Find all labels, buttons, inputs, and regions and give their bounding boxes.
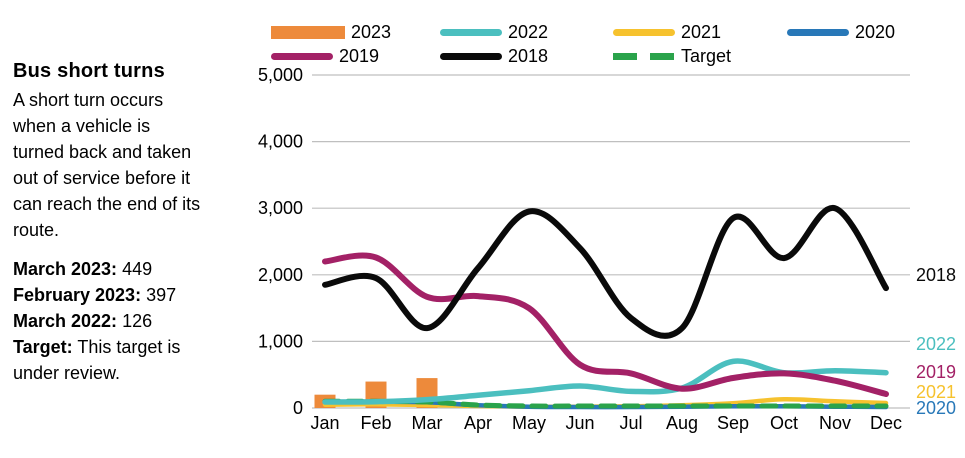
stats-block: March 2023: 449 February 2023: 397 March 2… <box>13 256 255 334</box>
series-line-2022 <box>322 358 889 405</box>
legend-item-2021: 2021 <box>613 21 722 42</box>
legend-label: 2020 <box>855 21 896 42</box>
target-text: This target is under review. <box>13 337 181 383</box>
legend-label: 2019 <box>339 45 380 66</box>
x-tick-label: Jul <box>619 413 642 433</box>
x-tick-label: Mar <box>412 413 443 433</box>
stat-line: March 2022: 126 <box>13 311 153 331</box>
stat-line: March 2023: 449 <box>13 259 153 279</box>
series-end-label-2021: 2021 <box>916 382 956 402</box>
stat-line: February 2023: 397 <box>13 285 177 305</box>
x-tick-label: May <box>512 413 546 433</box>
legend-item-2018: 2018 <box>440 45 549 66</box>
y-tick-label: 4,000 <box>258 132 303 152</box>
info-panel: Bus short turns A short turn occurs when… <box>13 60 255 386</box>
legend-item-2022: 2022 <box>440 21 549 42</box>
legend-label: Target <box>681 45 732 66</box>
y-tick-label: 2,000 <box>258 265 303 285</box>
target-note: Target: This target is under review. <box>13 334 255 386</box>
series-line-2018 <box>322 205 889 339</box>
legend-swatch-2023 <box>271 25 345 39</box>
legend-swatch-2021 <box>613 28 675 36</box>
x-tick-label: Feb <box>360 413 391 433</box>
legend-label: 2021 <box>681 21 722 42</box>
legend-item-2019: 2019 <box>271 45 380 66</box>
x-tick-label: Sep <box>717 413 749 433</box>
series-line-2019 <box>322 252 889 397</box>
y-tick-label: 0 <box>293 398 303 418</box>
legend-item-target: Target <box>613 45 732 66</box>
page-title: Bus short turns <box>13 60 165 82</box>
legend-label: 2023 <box>351 21 392 42</box>
x-tick-label: Aug <box>666 413 698 433</box>
legend-swatch-2020 <box>787 28 849 36</box>
x-tick-label: Apr <box>464 413 492 433</box>
legend-swatch-2018 <box>440 52 502 60</box>
series-end-label-2020: 2020 <box>916 398 956 418</box>
x-tick-label: Jun <box>565 413 594 433</box>
chart-description: A short turn occurs when a vehicle is tu… <box>13 90 201 240</box>
legend-label: 2022 <box>508 21 549 42</box>
legend-swatch-target <box>613 52 675 60</box>
x-tick-label: Dec <box>870 413 902 433</box>
series-end-label-2018: 2018 <box>916 265 956 285</box>
legend-item-2020: 2020 <box>787 21 896 42</box>
target-label: Target: <box>13 337 73 357</box>
x-tick-label: Oct <box>770 413 798 433</box>
y-tick-label: 3,000 <box>258 198 303 218</box>
legend-swatch-2019 <box>271 52 333 60</box>
series-end-label-2019: 2019 <box>916 362 956 382</box>
y-tick-label: 1,000 <box>258 331 303 351</box>
x-tick-label: Nov <box>819 413 851 433</box>
legend-swatch-2022 <box>440 28 502 36</box>
x-tick-label: Jan <box>310 413 339 433</box>
series-end-label-2022: 2022 <box>916 334 956 354</box>
y-tick-label: 5,000 <box>258 65 303 85</box>
legend-label: 2018 <box>508 45 549 66</box>
legend-item-2023: 2023 <box>271 21 392 42</box>
